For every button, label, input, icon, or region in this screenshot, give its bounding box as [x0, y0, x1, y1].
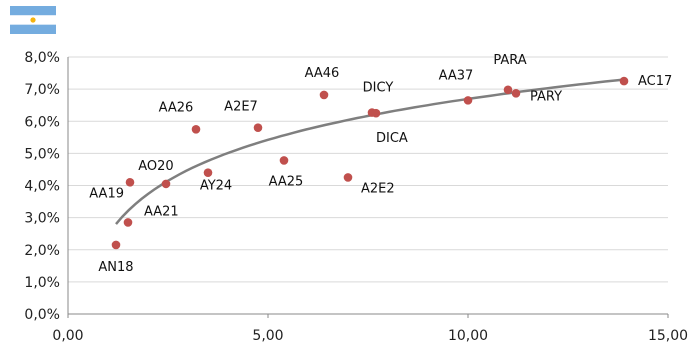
data-point — [511, 89, 521, 98]
x-tick-label: 0,00 — [52, 328, 83, 344]
axes — [67, 57, 668, 315]
y-tick-label: 7,0% — [24, 82, 60, 98]
data-label: AA21 — [144, 204, 179, 219]
x-tick-label: 15,00 — [648, 328, 688, 344]
data-label: AN18 — [98, 260, 133, 275]
data-point — [161, 179, 171, 189]
data-point — [191, 124, 201, 134]
x-tick-label: 5,00 — [252, 328, 283, 344]
data-label: PARY — [530, 89, 562, 104]
y-tick-label: 6,0% — [24, 114, 60, 130]
data-label: AA46 — [305, 66, 340, 81]
data-label: A2E7 — [224, 100, 258, 115]
y-tick-label: 2,0% — [24, 243, 60, 259]
data-label: PARA — [493, 53, 526, 68]
data-point — [503, 85, 513, 95]
y-tick-label: 3,0% — [24, 211, 60, 227]
data-points — [111, 76, 629, 250]
data-point — [111, 240, 121, 250]
y-tick-label: 4,0% — [24, 179, 60, 195]
data-label: AA37 — [439, 68, 474, 83]
y-tick-label: 0,0% — [24, 307, 60, 323]
data-label: AC17 — [638, 74, 672, 89]
data-point — [319, 90, 329, 100]
data-point — [123, 218, 133, 227]
y-tick-label: 8,0% — [24, 50, 60, 66]
y-tick-label: 1,0% — [24, 275, 60, 291]
gridlines — [68, 56, 668, 283]
data-label: AA25 — [269, 174, 304, 189]
data-label: AO20 — [138, 159, 173, 174]
flag-sun-icon — [30, 17, 36, 23]
data-point — [253, 123, 263, 132]
flag-band — [10, 6, 56, 16]
data-point — [619, 76, 629, 86]
data-point — [125, 177, 135, 187]
data-label: AY24 — [200, 179, 232, 194]
x-tick-labels: 0,00 5,00 10,00 15,00 — [52, 314, 688, 344]
data-label: AA19 — [89, 186, 124, 201]
data-label: AA26 — [159, 100, 194, 115]
y-tick-label: 5,0% — [24, 146, 60, 162]
data-label: DICY — [363, 81, 394, 96]
data-point — [343, 173, 353, 182]
data-point — [371, 108, 381, 118]
x-tick-label: 10,00 — [448, 328, 488, 344]
data-labels: AN18 AA21 AA19 AO20 AA26 AY24 A2E7 AA25 AA46 A2E2… — [89, 53, 672, 275]
data-point — [463, 96, 473, 105]
data-point — [279, 156, 289, 165]
data-label: DICA — [376, 131, 408, 146]
data-point — [203, 168, 213, 177]
y-tick-labels: 0,0% 1,0% 2,0% 3,0% 4,0% 5,0% 6,0% 7,0% 8,0% — [24, 50, 60, 323]
flag-band — [10, 24, 56, 34]
data-label: A2E2 — [361, 181, 395, 196]
argentina-flag-icon — [10, 6, 56, 34]
